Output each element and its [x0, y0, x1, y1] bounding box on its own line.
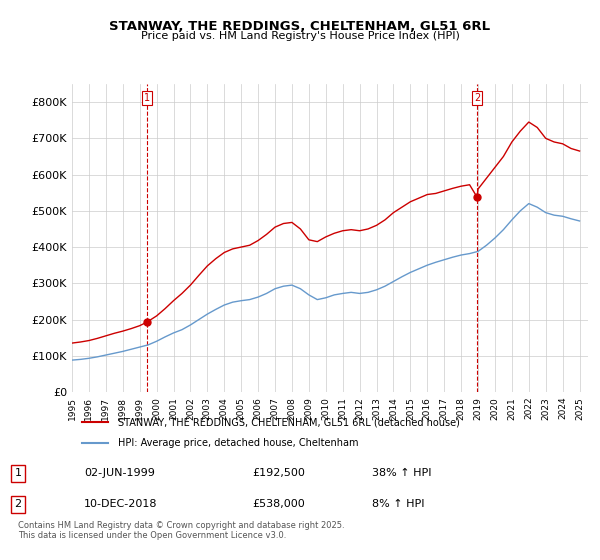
Text: Price paid vs. HM Land Registry's House Price Index (HPI): Price paid vs. HM Land Registry's House …	[140, 31, 460, 41]
Text: £192,500: £192,500	[252, 468, 305, 478]
Text: Contains HM Land Registry data © Crown copyright and database right 2025.
This d: Contains HM Land Registry data © Crown c…	[18, 521, 344, 540]
Text: 02-JUN-1999: 02-JUN-1999	[84, 468, 155, 478]
Text: STANWAY, THE REDDINGS, CHELTENHAM, GL51 6RL (detached house): STANWAY, THE REDDINGS, CHELTENHAM, GL51 …	[118, 417, 460, 427]
Text: 2: 2	[474, 94, 480, 103]
Text: STANWAY, THE REDDINGS, CHELTENHAM, GL51 6RL: STANWAY, THE REDDINGS, CHELTENHAM, GL51 …	[109, 20, 491, 32]
Text: 2: 2	[14, 500, 22, 509]
Text: 8% ↑ HPI: 8% ↑ HPI	[372, 500, 425, 509]
Text: 1: 1	[144, 94, 150, 103]
Text: £538,000: £538,000	[252, 500, 305, 509]
Text: 38% ↑ HPI: 38% ↑ HPI	[372, 468, 431, 478]
Text: 10-DEC-2018: 10-DEC-2018	[84, 500, 157, 509]
Text: HPI: Average price, detached house, Cheltenham: HPI: Average price, detached house, Chel…	[118, 438, 359, 448]
Text: 1: 1	[14, 468, 22, 478]
